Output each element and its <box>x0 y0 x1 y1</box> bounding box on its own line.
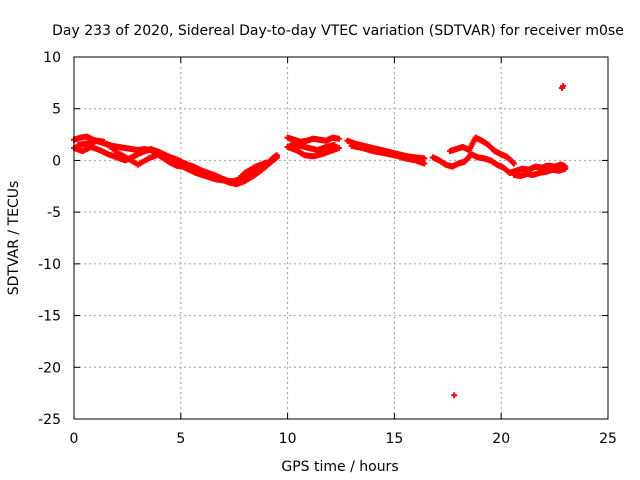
data-point <box>263 159 270 166</box>
data-point <box>331 141 338 148</box>
y-tick-label: 0 <box>52 153 61 169</box>
data-point <box>273 154 280 161</box>
series-points <box>284 134 342 145</box>
plot-frame <box>73 56 609 420</box>
data-point <box>421 155 428 162</box>
data-point <box>559 85 566 92</box>
x-tick-label: 15 <box>385 431 403 447</box>
x-tick-label: 10 <box>279 431 297 447</box>
data-point <box>562 165 569 172</box>
y-tick-label: -25 <box>38 412 61 428</box>
series-points <box>511 165 569 179</box>
series-points <box>288 140 338 154</box>
y-tick-label: -5 <box>47 205 61 221</box>
x-axis-label: GPS time / hours <box>281 459 398 475</box>
data-point <box>511 160 518 167</box>
y-axis: -25 -20 -15 -10 -5 0 5 10 <box>38 50 608 428</box>
x-axis: 0 5 10 15 20 25 <box>70 57 617 447</box>
data-point <box>335 135 342 142</box>
grid-layer <box>74 57 608 419</box>
series-points <box>75 137 270 187</box>
y-tick-label: 5 <box>52 102 61 118</box>
data-layer <box>71 82 569 399</box>
y-tick-label: -10 <box>38 257 61 273</box>
series-points <box>451 82 567 399</box>
y-tick-label: 10 <box>43 50 61 66</box>
y-tick-label: -20 <box>38 360 61 376</box>
x-tick-label: 20 <box>492 431 510 447</box>
x-tick-label: 0 <box>70 431 79 447</box>
chart-title: Day 233 of 2020, Sidereal Day-to-day VTE… <box>52 23 624 39</box>
y-axis-label: SDTVAR / TECUs <box>6 181 22 296</box>
x-tick-label: 5 <box>176 431 185 447</box>
x-tick-label: 25 <box>599 431 617 447</box>
y-tick-label: -15 <box>38 309 61 325</box>
data-point <box>451 392 458 399</box>
series-points <box>446 134 518 167</box>
data-point <box>421 160 428 167</box>
data-point <box>335 145 342 152</box>
series-points <box>348 142 428 167</box>
